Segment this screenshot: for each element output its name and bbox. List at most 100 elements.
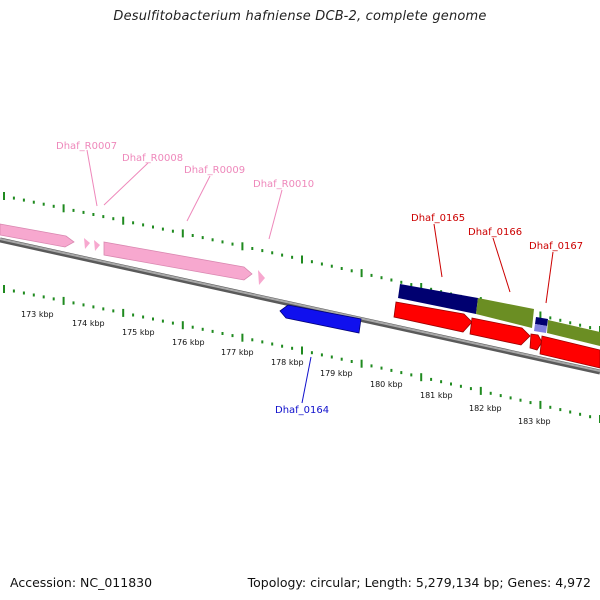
minor-tick [271, 251, 274, 255]
minor-tick [132, 313, 135, 317]
minor-tick [400, 280, 403, 284]
label-R0009: Dhaf_R0009 [184, 165, 245, 176]
forward-genes [398, 284, 600, 346]
rna-feature-R0009 [103, 241, 253, 281]
major-tick [420, 283, 423, 291]
minor-tick [559, 318, 562, 322]
minor-tick [12, 289, 15, 293]
accession-text: Accession: NC_011830 [10, 575, 153, 590]
minor-tick [32, 200, 35, 204]
minor-tick [251, 247, 254, 250]
minor-tick [72, 208, 75, 212]
minor-tick [320, 353, 323, 357]
minor-tick [350, 269, 353, 273]
label-0167: Dhaf_0167 [529, 241, 583, 252]
minor-tick [589, 326, 592, 330]
minor-tick [221, 332, 224, 335]
minor-tick [549, 405, 552, 409]
minor-tick [191, 325, 194, 329]
major-tick [301, 255, 303, 264]
minor-tick [410, 373, 413, 377]
minor-tick [529, 401, 532, 405]
topology-summary: Topology: circular; Length: 5,279,134 bp… [247, 575, 591, 590]
minor-tick [142, 315, 145, 319]
minor-tick [330, 355, 333, 359]
label-R0007: Dhaf_R0007 [56, 141, 117, 152]
minor-tick [82, 210, 85, 214]
minor-tick [92, 305, 95, 309]
minor-tick [589, 415, 592, 419]
minor-tick [400, 371, 403, 375]
cds-red-3 [529, 333, 543, 351]
minor-tick [152, 225, 154, 229]
minor-tick [489, 391, 492, 395]
minor-tick [152, 317, 154, 321]
major-tick [301, 346, 303, 355]
minor-tick [171, 321, 174, 325]
minor-tick [231, 334, 234, 338]
minor-tick [82, 303, 85, 307]
minor-tick [390, 278, 393, 282]
major-tick [360, 359, 363, 368]
scale-label: 180 kbp [370, 380, 403, 389]
cds-red-2 [469, 317, 531, 346]
gene-0167-head [535, 317, 548, 326]
label-0166: Dhaf_0166 [468, 227, 522, 238]
minor-tick [52, 297, 55, 301]
major-tick [479, 386, 482, 395]
minor-tick [569, 410, 572, 414]
minor-tick [211, 238, 214, 242]
minor-tick [112, 217, 115, 221]
major-tick [420, 373, 423, 382]
minor-tick [161, 319, 164, 323]
label-0164: Dhaf_0164 [275, 405, 329, 416]
major-tick [122, 308, 125, 317]
minor-tick [42, 295, 45, 299]
minor-tick [72, 301, 75, 305]
major-tick [181, 321, 184, 330]
major-tick [181, 229, 184, 238]
minor-tick [281, 253, 284, 257]
minor-tick [459, 384, 462, 388]
minor-tick [291, 346, 294, 350]
minor-tick [52, 204, 55, 208]
scale-label: 179 kbp [320, 369, 353, 378]
minor-tick [569, 321, 572, 325]
label-R0008: Dhaf_R0008 [122, 153, 183, 164]
minor-tick [310, 260, 313, 264]
gene-label-group: Dhaf_R0007 Dhaf_R0008 Dhaf_R0009 Dhaf_R0… [56, 141, 583, 416]
minor-tick [450, 382, 452, 386]
minor-tick [440, 380, 443, 384]
label-0165: Dhaf_0165 [411, 213, 465, 224]
scale-label: 178 kbp [271, 358, 304, 367]
minor-tick [132, 221, 135, 225]
upper-tick-track [3, 192, 600, 334]
scale-label: 182 kbp [469, 404, 502, 413]
minor-tick [519, 398, 522, 402]
scale-label: 175 kbp [122, 328, 155, 337]
figure-title: Desulfitobacterium hafniense DCB-2, comp… [113, 9, 487, 24]
major-tick [3, 285, 5, 293]
minor-tick [559, 408, 562, 412]
minor-tick [330, 264, 333, 268]
backbone [0, 237, 600, 375]
gene-0168-part [547, 320, 600, 346]
minor-tick [201, 327, 204, 331]
minor-tick [211, 329, 214, 333]
minor-tick [469, 387, 472, 391]
gene-0164 [279, 304, 362, 334]
minor-tick [390, 368, 393, 372]
minor-tick [430, 377, 433, 381]
major-tick [62, 204, 65, 213]
scale-label-group: 173 kbp 174 kbp 175 kbp 176 kbp 177 kbp … [21, 310, 551, 426]
minor-tick [579, 412, 582, 416]
minor-tick [340, 357, 343, 361]
minor-tick [509, 396, 512, 400]
minor-tick [32, 293, 35, 297]
major-tick [241, 333, 244, 342]
minor-tick [191, 234, 194, 237]
minor-tick [12, 196, 15, 200]
minor-tick [281, 344, 284, 348]
rna-features [0, 223, 265, 285]
